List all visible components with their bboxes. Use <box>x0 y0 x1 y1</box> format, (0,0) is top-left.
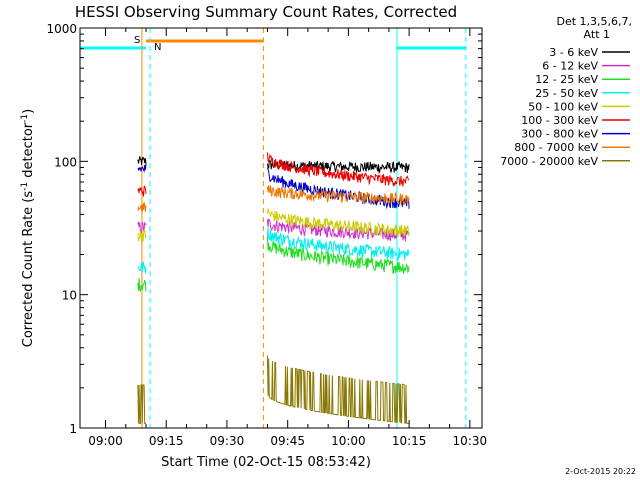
series-trace <box>137 185 147 197</box>
series-trace <box>266 152 410 187</box>
legend-item: 25 - 50 keV <box>535 87 630 100</box>
y-label-part-1: Corrected Count Rate (s <box>21 191 36 348</box>
legend-item: 300 - 800 keV <box>521 128 630 141</box>
legend-item: 6 - 12 keV <box>542 60 630 73</box>
legend-item: 3 - 6 keV <box>549 46 630 59</box>
series-group <box>137 152 410 424</box>
legend-label: 12 - 25 keV <box>535 73 598 86</box>
y-label-exp-1: -1 <box>20 182 30 191</box>
series-trace <box>266 355 410 424</box>
series-trace <box>137 202 147 213</box>
series-trace <box>137 228 147 242</box>
annotation-lines: SN <box>80 28 467 428</box>
y-tick-label: 1000 <box>46 22 77 36</box>
x-tick-label: 10:15 <box>392 434 427 448</box>
footer-date: 2-Oct-2015 20:22 <box>565 467 636 476</box>
series-trace <box>266 227 410 262</box>
y-tick-label: 100 <box>54 155 77 169</box>
legend-label: 6 - 12 keV <box>542 60 598 73</box>
y-label-exp-2: -1 <box>20 114 30 123</box>
x-tick-label: 10:00 <box>331 434 366 448</box>
legend-item: 12 - 25 keV <box>535 73 630 86</box>
night-label: N <box>154 42 161 53</box>
series-trace <box>266 185 410 207</box>
y-axis-label: Corrected Count Rate (s-1 detector-1) <box>20 109 36 347</box>
legend-item: 800 - 7000 keV <box>514 141 630 154</box>
x-tick-label: 09:15 <box>149 434 184 448</box>
series-trace <box>137 220 147 234</box>
legend-label: 100 - 300 keV <box>521 114 598 127</box>
legend-header-1: Det 1,3,5,6,7, <box>556 15 632 28</box>
y-label-part-2: detector <box>21 122 36 182</box>
series-trace <box>266 208 410 238</box>
series-trace <box>137 278 147 292</box>
legend-label: 7000 - 20000 keV <box>500 155 598 168</box>
series-trace <box>137 261 147 274</box>
y-tick-label: 10 <box>62 289 77 303</box>
y-label-part-3: ) <box>21 109 36 114</box>
legend-item: 100 - 300 keV <box>521 114 630 127</box>
legend-label: 3 - 6 keV <box>549 46 598 59</box>
plot-frame <box>79 27 483 429</box>
legend-header-2: Att 1 <box>584 28 610 41</box>
x-tick-label: 09:30 <box>210 434 245 448</box>
series-trace <box>137 164 147 173</box>
legend-item: 50 - 100 keV <box>528 100 630 113</box>
series-trace <box>266 237 410 275</box>
x-tick-label: 09:45 <box>270 434 305 448</box>
legend-label: 50 - 100 keV <box>528 100 598 113</box>
series-trace <box>137 384 146 424</box>
y-tick-label: 1 <box>69 422 77 436</box>
x-axis-label: Start Time (02-Oct-15 08:53:42) <box>161 455 371 470</box>
saa-label: S <box>134 35 140 46</box>
legend-item: 7000 - 20000 keV <box>500 155 630 168</box>
x-tick-label: 09:00 <box>88 434 123 448</box>
legend-label: 300 - 800 keV <box>521 128 598 141</box>
chart-title: HESSI Observing Summary Count Rates, Cor… <box>75 3 457 21</box>
x-tick-label: 10:30 <box>453 434 488 448</box>
axes: 1 10 100 1000 09:00 09:15 09:30 09:45 10:00 10:15… <box>46 22 487 448</box>
legend-label: 25 - 50 keV <box>535 87 598 100</box>
legend-label: 800 - 7000 keV <box>514 141 598 154</box>
series-trace <box>137 156 147 166</box>
